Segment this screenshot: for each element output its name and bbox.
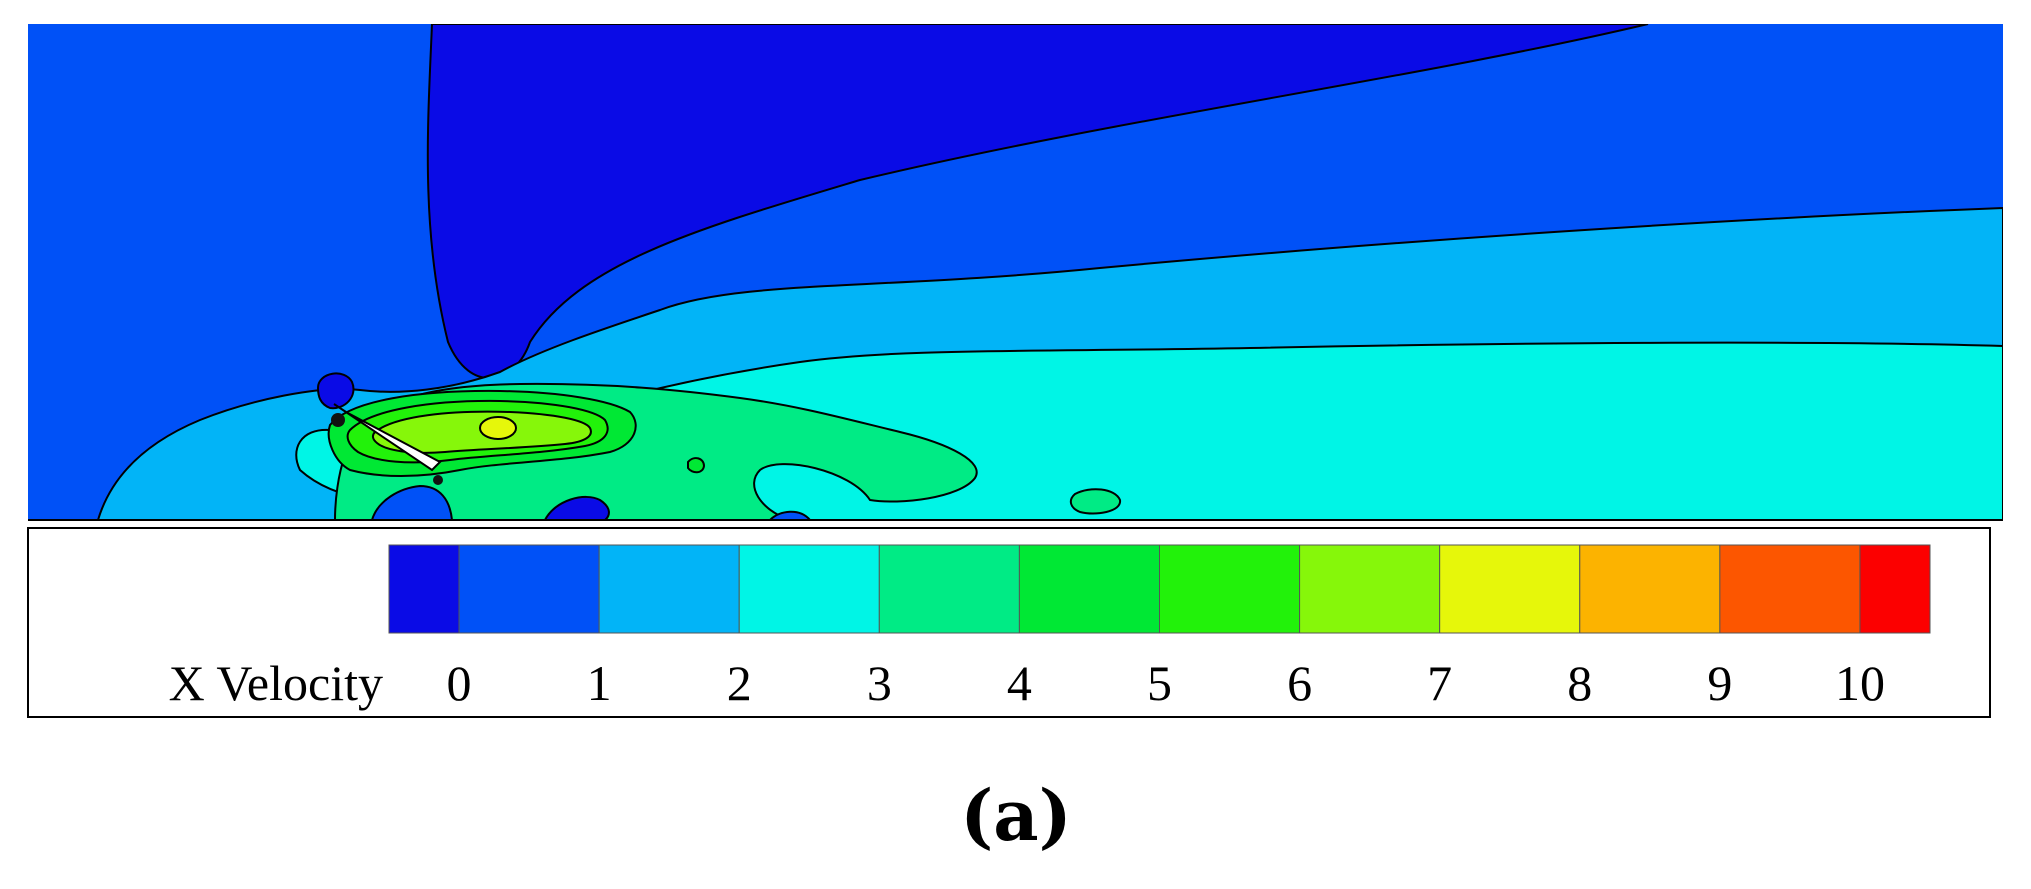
colorbar-cell-1: [458, 544, 600, 634]
colorbar-tick-label: 4: [1007, 655, 1032, 711]
colorbar-cell-5: [1018, 544, 1161, 634]
contour-level-below-0-wedge: [426, 24, 1649, 380]
colorbar-cell-2: [598, 544, 740, 634]
contour-level-4-5-island: [687, 457, 706, 474]
colorbar-cell-4: [878, 544, 1020, 634]
contour-plot: [28, 24, 2003, 521]
colorbar-tick-label: 2: [727, 655, 752, 711]
panel-label: (a): [960, 774, 1072, 857]
colorbar-cell-8: [1439, 544, 1581, 634]
colorbar-cell-11: [1859, 544, 1931, 634]
contour-level-7-8-core: [479, 416, 517, 440]
colorbar-tick-label: 10: [1835, 655, 1885, 711]
colorbar-tick-label: 1: [587, 655, 612, 711]
colorbar-cell-0: [388, 544, 460, 634]
contour-level-1-2-pocket-bottom: [370, 484, 454, 520]
contour-level-below-0-pocket-bottom: [543, 495, 610, 520]
colorbar-cell-9: [1579, 544, 1721, 634]
colorbar-tick-labels: 0 1 2 3 4 5 6 7 8 9 10: [447, 655, 1885, 711]
blade-shape: [333, 403, 442, 472]
colorbar-tick-label: 0: [447, 655, 472, 711]
colorbar-tick-label: 3: [867, 655, 892, 711]
colorbar-tick-label: 8: [1567, 655, 1592, 711]
colorbar-cell-7: [1299, 544, 1441, 634]
colorbar: [388, 544, 1931, 634]
contour-level-below-0-pocket-top: [316, 372, 355, 410]
colorbar-legend: 0 1 2 3 4 5 6 7 8 9 10 X Velocity: [27, 527, 1991, 718]
colorbar-label: X Velocity: [169, 655, 383, 711]
blade-leading-edge-vortex: [331, 413, 345, 427]
colorbar-tick-label: 5: [1147, 655, 1172, 711]
colorbar-cell-10: [1719, 544, 1861, 634]
colorbar-tick-label: 7: [1427, 655, 1452, 711]
colorbar-cell-3: [738, 544, 880, 634]
colorbar-tick-label: 9: [1707, 655, 1732, 711]
contour-level-3-4-island: [1069, 488, 1121, 515]
blade-trailing-edge-vortex: [433, 475, 443, 485]
colorbar-cell-6: [1159, 544, 1301, 634]
colorbar-tick-label: 6: [1287, 655, 1312, 711]
